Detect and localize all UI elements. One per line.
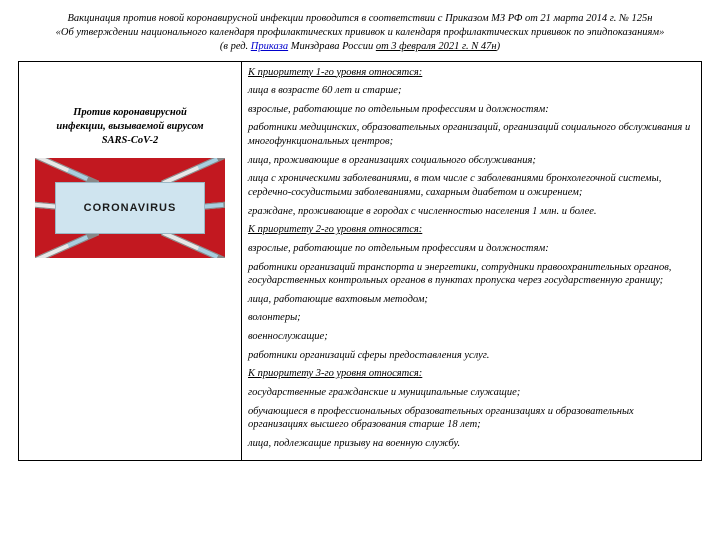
list-item: лица, проживающие в организациях социаль… <box>248 154 695 168</box>
priority3-heading: К приоритету 3-го уровня относятся: <box>248 367 695 381</box>
header-line1: Вакцинация против новой коронавирусной и… <box>18 12 702 26</box>
right-cell: К приоритету 1-го уровня относятся: лица… <box>242 61 702 460</box>
header-line2: «Об утверждении национального календаря … <box>18 26 702 40</box>
priority1-heading: К приоритету 1-го уровня относятся: <box>248 66 695 80</box>
header-line3-mid: Минздрава России <box>288 41 376 52</box>
header-line3-date: от 3 февраля 2021 г. N 47н <box>376 41 497 52</box>
list-item: лица, подлежащие призыву на военную служ… <box>248 437 695 451</box>
coronavirus-image: CORONAVIRUS <box>35 158 225 258</box>
left-cell: Против коронавирусной инфекции, вызываем… <box>19 61 242 460</box>
left-title-l2: инфекции, вызываемой вирусом <box>25 120 235 134</box>
list-item: военнослужащие; <box>248 330 695 344</box>
header-decree-link[interactable]: Приказа <box>251 41 288 52</box>
header-line3-pre: (в ред. <box>220 41 251 52</box>
list-item: лица с хроническими заболеваниями, в том… <box>248 172 695 199</box>
list-item: граждане, проживающие в городах с числен… <box>248 205 695 219</box>
list-item: взрослые, работающие по отдельным профес… <box>248 242 695 256</box>
header-line3-post: ) <box>497 41 501 52</box>
list-item: лица в возрасте 60 лет и старше; <box>248 84 695 98</box>
left-title: Против коронавирусной инфекции, вызываем… <box>25 106 235 149</box>
header-line3: (в ред. Приказа Минздрава России от 3 фе… <box>18 40 702 54</box>
list-item: работники медицинских, образовательных о… <box>248 121 695 148</box>
list-item: взрослые, работающие по отдельным профес… <box>248 103 695 117</box>
list-item: работники организаций сферы предоставлен… <box>248 349 695 363</box>
header-block: Вакцинация против новой коронавирусной и… <box>18 12 702 55</box>
priority2-heading: К приоритету 2-го уровня относятся: <box>248 223 695 237</box>
left-title-l1: Против коронавирусной <box>25 106 235 120</box>
left-title-l3: SARS-CoV-2 <box>25 134 235 148</box>
list-item: работники организаций транспорта и энерг… <box>248 261 695 288</box>
list-item: государственные гражданские и муниципаль… <box>248 386 695 400</box>
list-item: обучающиеся в профессиональных образоват… <box>248 405 695 432</box>
main-table: Против коронавирусной инфекции, вызываем… <box>18 61 702 461</box>
mask-icon: CORONAVIRUS <box>55 182 205 234</box>
list-item: волонтеры; <box>248 311 695 325</box>
mask-text: CORONAVIRUS <box>84 202 177 214</box>
list-item: лица, работающие вахтовым методом; <box>248 293 695 307</box>
